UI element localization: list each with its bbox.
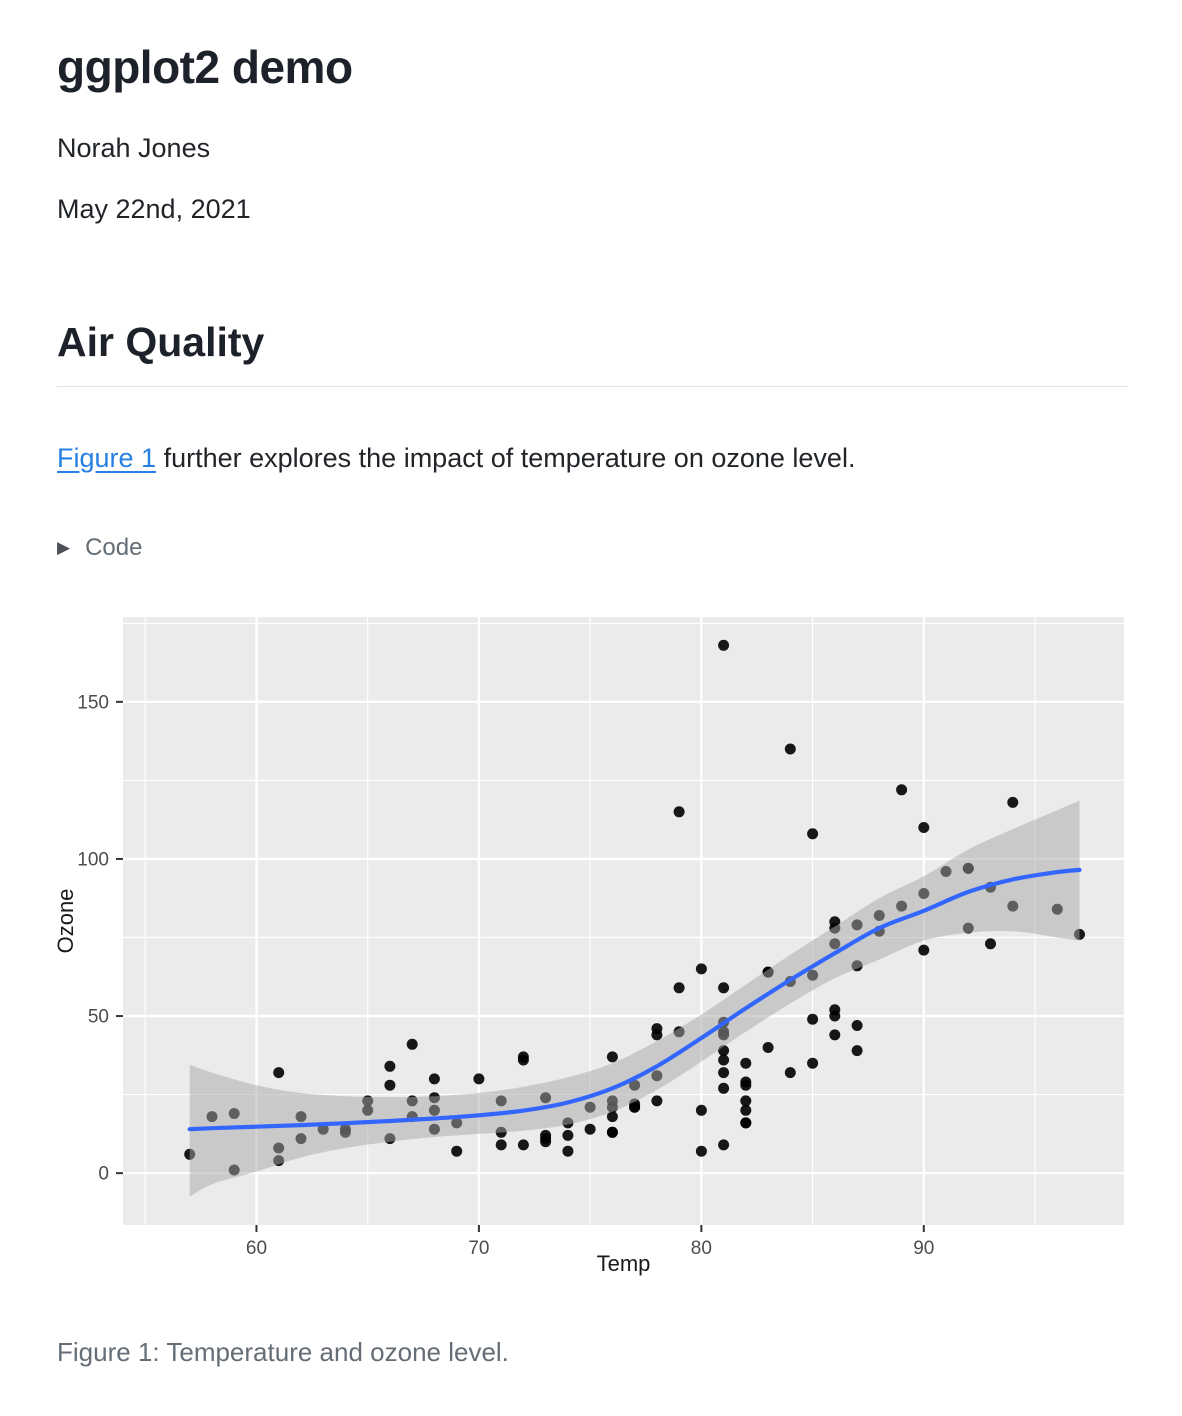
confidence-ribbon xyxy=(189,800,1080,1197)
svg-text:80: 80 xyxy=(691,1238,712,1259)
svg-text:60: 60 xyxy=(246,1238,267,1259)
page-title: ggplot2 demo xyxy=(57,41,353,93)
svg-text:90: 90 xyxy=(913,1238,934,1259)
intro-paragraph: Figure 1 further explores the impact of … xyxy=(57,439,1128,478)
svg-text:70: 70 xyxy=(468,1238,489,1259)
y-axis-title: Ozone xyxy=(57,888,78,953)
figure: 60 70 80 90 0 50 100 150 Temp Ozone xyxy=(53,611,1128,1288)
svg-text:150: 150 xyxy=(77,692,109,713)
code-fold-label: Code xyxy=(85,533,143,561)
ozone-temp-chart: 60 70 80 90 0 50 100 150 Temp Ozone xyxy=(53,616,1124,1276)
figure-caption: Figure 1: Temperature and ozone level. xyxy=(57,1336,509,1367)
date: May 22nd, 2021 xyxy=(57,193,251,224)
x-axis-title: Temp xyxy=(597,1251,651,1276)
figure-1-link[interactable]: Figure 1 xyxy=(57,442,157,473)
section-heading-air-quality: Air Quality xyxy=(57,319,1128,387)
svg-text:0: 0 xyxy=(98,1163,109,1184)
svg-text:100: 100 xyxy=(77,849,109,870)
smooth-line xyxy=(187,867,1082,1132)
triangle-right-icon: ▶ xyxy=(57,538,71,558)
intro-paragraph-text: further explores the impact of temperatu… xyxy=(156,442,856,473)
svg-text:50: 50 xyxy=(88,1006,109,1027)
code-fold-toggle[interactable]: ▶ Code xyxy=(57,534,1128,562)
author: Norah Jones xyxy=(57,132,211,163)
